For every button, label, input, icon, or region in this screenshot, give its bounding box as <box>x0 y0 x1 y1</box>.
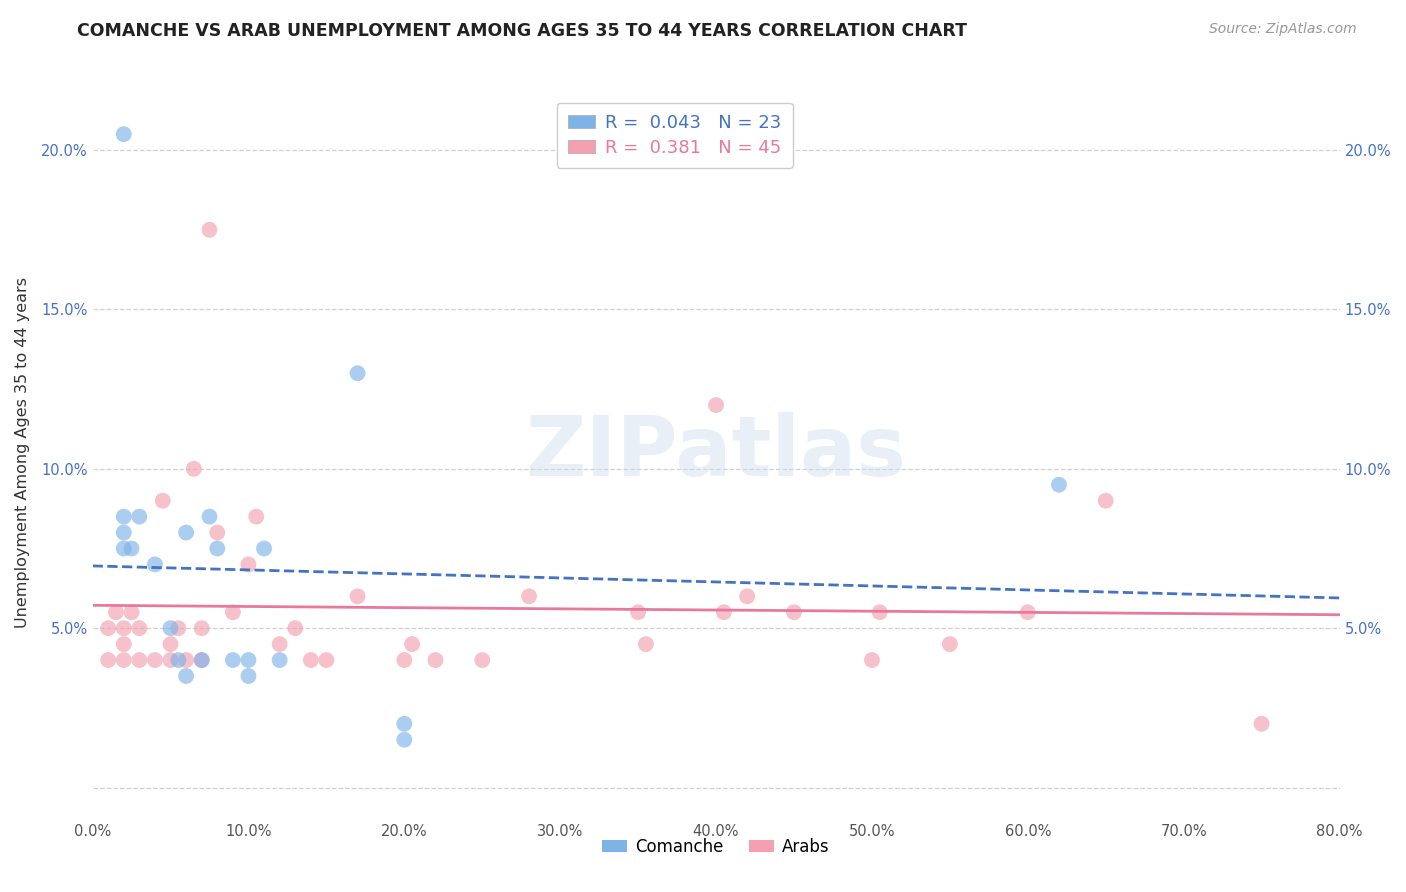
Point <box>183 462 205 476</box>
Point <box>939 637 962 651</box>
Point <box>346 590 368 604</box>
Point <box>174 525 197 540</box>
Point <box>190 653 212 667</box>
Point <box>97 621 120 635</box>
Point <box>1094 493 1116 508</box>
Point <box>238 558 260 572</box>
Point <box>152 493 174 508</box>
Point <box>159 637 181 651</box>
Point <box>860 653 883 667</box>
Point <box>143 653 166 667</box>
Point <box>425 653 447 667</box>
Point <box>517 590 540 604</box>
Point <box>112 127 135 141</box>
Point <box>128 621 150 635</box>
Point <box>121 605 143 619</box>
Point <box>159 653 181 667</box>
Point <box>245 509 267 524</box>
Point <box>1047 477 1070 491</box>
Point <box>401 637 423 651</box>
Point <box>112 541 135 556</box>
Point <box>238 653 260 667</box>
Point <box>159 621 181 635</box>
Point <box>174 669 197 683</box>
Point <box>121 541 143 556</box>
Point <box>104 605 127 619</box>
Point <box>471 653 494 667</box>
Point <box>627 605 650 619</box>
Point <box>128 509 150 524</box>
Text: ZIPatlas: ZIPatlas <box>526 412 907 493</box>
Point <box>143 558 166 572</box>
Point <box>713 605 735 619</box>
Point <box>284 621 307 635</box>
Point <box>198 509 221 524</box>
Point <box>704 398 727 412</box>
Point <box>222 605 245 619</box>
Point <box>735 590 758 604</box>
Legend: Comanche, Arabs: Comanche, Arabs <box>596 831 837 863</box>
Point <box>112 509 135 524</box>
Point <box>394 716 416 731</box>
Point <box>190 653 212 667</box>
Point <box>112 621 135 635</box>
Y-axis label: Unemployment Among Ages 35 to 44 years: Unemployment Among Ages 35 to 44 years <box>15 277 30 628</box>
Point <box>112 525 135 540</box>
Point <box>222 653 245 667</box>
Text: Source: ZipAtlas.com: Source: ZipAtlas.com <box>1209 22 1357 37</box>
Point <box>783 605 806 619</box>
Point <box>167 653 190 667</box>
Point <box>207 525 229 540</box>
Point <box>634 637 657 651</box>
Point <box>869 605 891 619</box>
Point <box>198 223 221 237</box>
Point <box>1250 716 1272 731</box>
Point <box>207 541 229 556</box>
Point <box>253 541 276 556</box>
Point <box>238 669 260 683</box>
Point <box>190 621 212 635</box>
Point <box>112 637 135 651</box>
Point <box>269 653 291 667</box>
Point <box>97 653 120 667</box>
Point <box>394 653 416 667</box>
Point <box>299 653 322 667</box>
Point <box>112 653 135 667</box>
Point <box>269 637 291 651</box>
Point <box>128 653 150 667</box>
Point <box>167 621 190 635</box>
Point <box>394 732 416 747</box>
Point <box>174 653 197 667</box>
Text: COMANCHE VS ARAB UNEMPLOYMENT AMONG AGES 35 TO 44 YEARS CORRELATION CHART: COMANCHE VS ARAB UNEMPLOYMENT AMONG AGES… <box>77 22 967 40</box>
Point <box>315 653 337 667</box>
Point <box>1017 605 1039 619</box>
Point <box>346 366 368 380</box>
